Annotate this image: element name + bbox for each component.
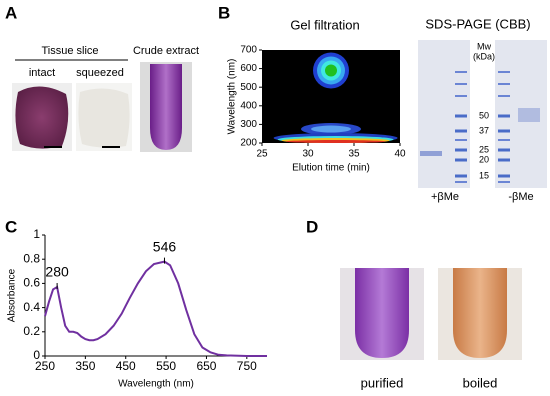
annotation: 546	[153, 238, 177, 254]
label: Crude extract	[133, 45, 199, 57]
marker-band	[455, 114, 467, 118]
panel-label: A	[5, 3, 17, 22]
y-tick-label: 0	[33, 348, 40, 362]
y-tick-label: 0.4	[23, 300, 40, 314]
marker-band	[455, 148, 467, 152]
contour-ring	[325, 64, 337, 77]
tissue-intact	[15, 86, 69, 149]
marker-band	[455, 181, 467, 183]
label: intact	[29, 67, 55, 79]
x-tick-label: 35	[348, 149, 360, 160]
x-tick-label: 550	[156, 359, 176, 373]
x-tick-label: 750	[237, 359, 257, 373]
mw-tick-label: 15	[479, 170, 489, 180]
x-tick-label: 350	[75, 359, 95, 373]
sample-band	[420, 151, 442, 156]
lane-label: -βMe	[508, 191, 533, 203]
marker-band	[498, 148, 510, 152]
y-tick-label: 0.8	[23, 251, 40, 265]
mw-tick-label: 25	[479, 144, 489, 154]
mw-tick-label: 20	[479, 154, 489, 164]
marker-band	[498, 174, 510, 178]
label: purified	[361, 375, 404, 390]
annotation: 280	[45, 264, 69, 280]
y-tick-label: 200	[240, 138, 257, 149]
panel-label: D	[306, 217, 318, 236]
x-tick-label: 450	[116, 359, 136, 373]
y-axis-label: Wavelength (nm)	[227, 59, 238, 135]
sample-band	[518, 108, 540, 122]
marker-band	[498, 139, 510, 141]
y-tick-label: 700	[240, 45, 257, 56]
gel	[418, 40, 470, 188]
panel-label: C	[5, 217, 17, 236]
x-tick-label: 25	[256, 149, 268, 160]
marker-band	[455, 129, 467, 133]
y-tick-label: 600	[240, 63, 257, 74]
marker-band	[498, 158, 510, 162]
tube	[150, 64, 182, 150]
mw-label: Mw	[477, 41, 491, 51]
mw-tick-label: 37	[479, 125, 489, 135]
marker-band	[498, 114, 510, 118]
marker-band	[455, 71, 467, 73]
x-tick-label: 250	[35, 359, 55, 373]
marker-band	[498, 71, 510, 73]
marker-band	[455, 158, 467, 162]
mw-tick-label: 50	[479, 110, 489, 120]
marker-band	[455, 83, 467, 85]
marker-band	[498, 95, 510, 97]
panel-label: B	[218, 3, 230, 22]
contour-ring	[285, 140, 386, 143]
contour-ring	[311, 125, 351, 133]
tissue-title: Tissue slice	[41, 45, 98, 57]
chart-title: Gel filtration	[290, 17, 359, 32]
marker-band	[455, 95, 467, 97]
marker-band	[498, 181, 510, 183]
x-tick-label: 40	[394, 149, 406, 160]
x-axis-label: Elution time (min)	[292, 163, 370, 174]
data-line	[44, 260, 267, 357]
marker-band	[498, 129, 510, 133]
mw-unit: (kDa)	[473, 51, 495, 61]
y-axis-label: Absorbance	[7, 268, 18, 322]
y-tick-label: 1	[33, 227, 40, 241]
y-tick-label: 300	[240, 119, 257, 130]
y-tick-label: 400	[240, 100, 257, 111]
sds-title: SDS-PAGE (CBB)	[425, 16, 530, 31]
marker-band	[455, 174, 467, 178]
label: boiled	[463, 375, 498, 390]
tube	[453, 268, 507, 358]
y-tick-label: 0.2	[23, 324, 40, 338]
marker-band	[455, 139, 467, 141]
label: squeezed	[76, 67, 124, 79]
tissue-squeezed	[78, 88, 130, 148]
lane-label: +βMe	[431, 191, 459, 203]
y-tick-label: 500	[240, 82, 257, 93]
x-tick-label: 650	[196, 359, 216, 373]
marker-band	[498, 83, 510, 85]
x-tick-label: 30	[302, 149, 314, 160]
x-axis-label: Wavelength (nm)	[118, 379, 194, 390]
y-tick-label: 0.6	[23, 276, 40, 290]
tube	[355, 268, 409, 358]
